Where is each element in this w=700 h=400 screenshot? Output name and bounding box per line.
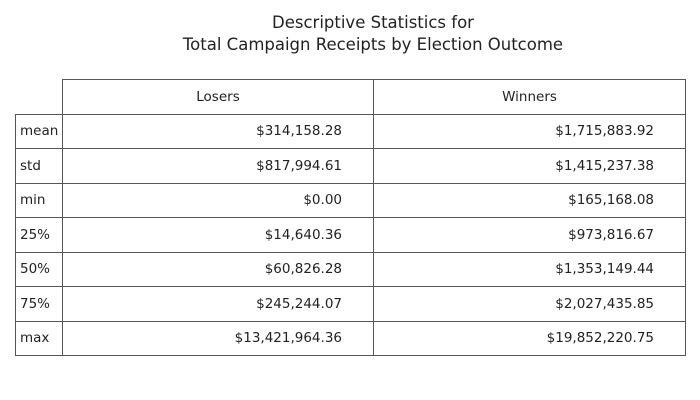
cell-winners: $1,715,883.92 [373, 113, 686, 149]
cell-losers: $13,421,964.36 [62, 320, 374, 356]
chart-title-line-1: Descriptive Statistics for [272, 13, 474, 32]
row-label: 75% [15, 286, 63, 322]
table-row-max: max $13,421,964.36 $19,852,220.75 [15, 320, 686, 356]
cell-winners: $973,816.67 [373, 217, 686, 253]
table-row-50pct: 50% $60,826.28 $1,353,149.44 [15, 251, 686, 287]
cell-losers: $60,826.28 [62, 251, 374, 287]
table-row-std: std $817,994.61 $1,415,237.38 [15, 148, 686, 184]
corner-cell [15, 79, 63, 115]
row-label: std [15, 148, 63, 184]
table-row-mean: mean $314,158.28 $1,715,883.92 [15, 113, 686, 149]
cell-winners: $1,415,237.38 [373, 148, 686, 184]
header-row: Losers Winners [15, 79, 686, 115]
table-row-25pct: 25% $14,640.36 $973,816.67 [15, 217, 686, 253]
row-label: max [15, 320, 63, 356]
cell-losers: $817,994.61 [62, 148, 374, 184]
column-header-losers: Losers [62, 79, 374, 115]
table-row-75pct: 75% $245,244.07 $2,027,435.85 [15, 286, 686, 322]
cell-losers: $314,158.28 [62, 113, 374, 149]
cell-losers: $245,244.07 [62, 286, 374, 322]
cell-losers: $0.00 [62, 182, 374, 218]
chart-title: Descriptive Statistics for Total Campaig… [0, 12, 700, 56]
row-label: 25% [15, 217, 63, 253]
column-header-winners: Winners [373, 79, 686, 115]
table-row-min: min $0.00 $165,168.08 [15, 182, 686, 218]
cell-winners: $165,168.08 [373, 182, 686, 218]
row-label: 50% [15, 251, 63, 287]
cell-winners: $1,353,149.44 [373, 251, 686, 287]
cell-losers: $14,640.36 [62, 217, 374, 253]
row-label: min [15, 182, 63, 218]
row-label: mean [15, 113, 63, 149]
statistics-table: Losers Winners mean $314,158.28 $1,715,8… [15, 79, 686, 356]
cell-winners: $2,027,435.85 [373, 286, 686, 322]
cell-winners: $19,852,220.75 [373, 320, 686, 356]
chart-title-line-2: Total Campaign Receipts by Election Outc… [182, 35, 564, 54]
